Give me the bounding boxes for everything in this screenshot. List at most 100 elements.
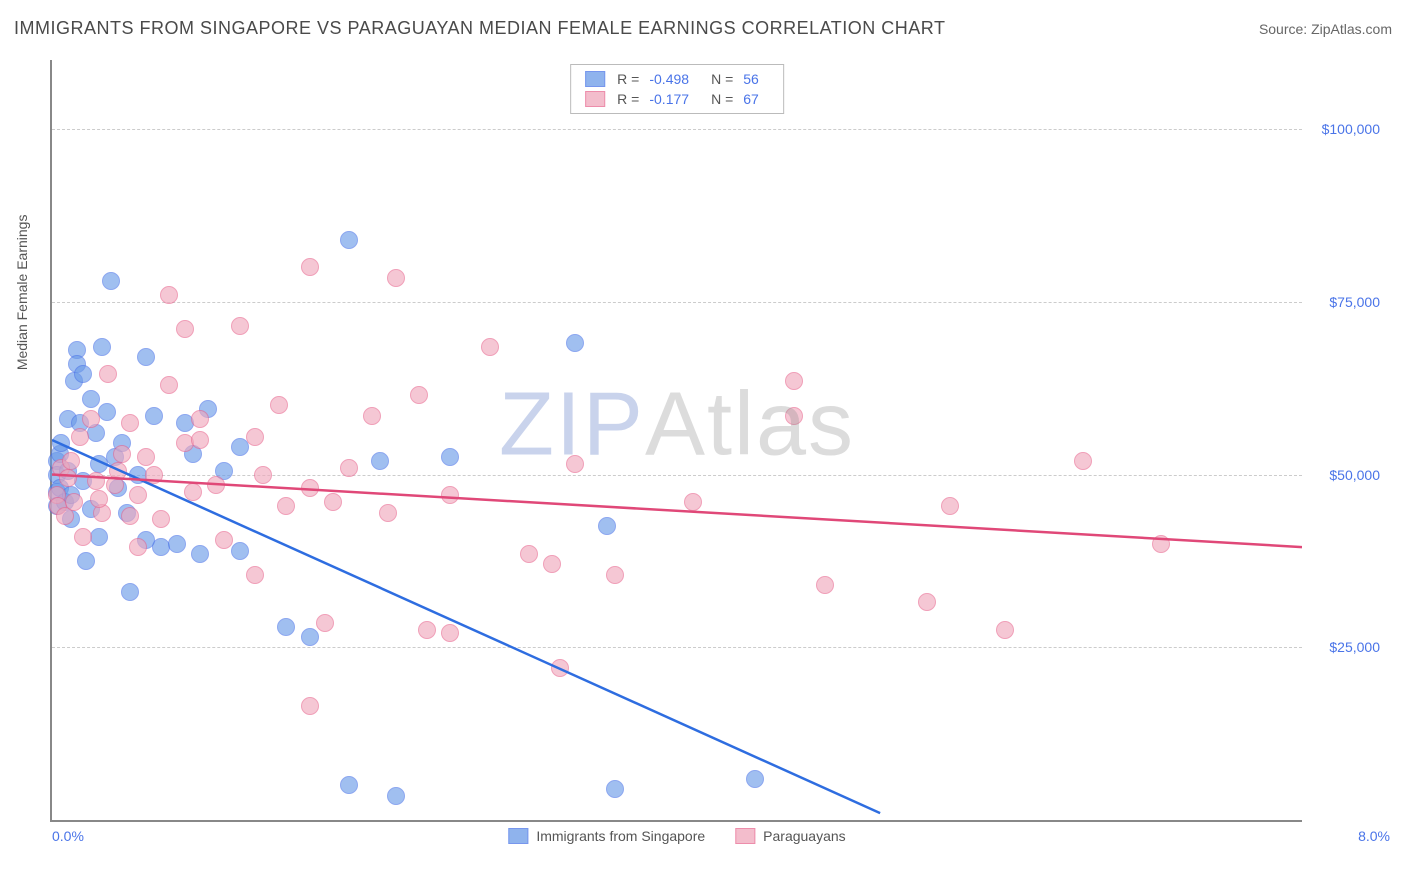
data-point-paraguayans — [246, 428, 264, 446]
chart-area: Median Female Earnings ZIPAtlas R = -0.4… — [50, 60, 1390, 820]
data-point-paraguayans — [129, 538, 147, 556]
data-point-singapore — [93, 338, 111, 356]
legend-row-singapore: R = -0.498 N = 56 — [585, 69, 769, 89]
data-point-paraguayans — [176, 320, 194, 338]
data-point-singapore — [340, 231, 358, 249]
series-legend: Immigrants from Singapore Paraguayans — [508, 828, 845, 844]
data-point-paraguayans — [121, 414, 139, 432]
data-point-singapore — [82, 390, 100, 408]
chart-title: IMMIGRANTS FROM SINGAPORE VS PARAGUAYAN … — [14, 18, 945, 39]
data-point-singapore — [606, 780, 624, 798]
data-point-paraguayans — [277, 497, 295, 515]
source-label: Source: — [1259, 21, 1311, 37]
source-attribution: Source: ZipAtlas.com — [1259, 21, 1392, 37]
r-value-singapore: -0.498 — [649, 71, 689, 87]
data-point-paraguayans — [160, 376, 178, 394]
data-point-paraguayans — [71, 428, 89, 446]
source-value: ZipAtlas.com — [1311, 21, 1392, 37]
data-point-paraguayans — [270, 396, 288, 414]
data-point-paraguayans — [191, 410, 209, 428]
x-tick-max: 8.0% — [1358, 828, 1390, 844]
trend-line-paraguayans — [52, 475, 1302, 548]
data-point-singapore — [52, 434, 70, 452]
data-point-paraguayans — [941, 497, 959, 515]
data-point-paraguayans — [82, 410, 100, 428]
r-label: R = — [617, 91, 639, 107]
data-point-singapore — [231, 438, 249, 456]
legend-row-paraguayans: R = -0.177 N = 67 — [585, 89, 769, 109]
correlation-legend: R = -0.498 N = 56 R = -0.177 N = 67 — [570, 64, 784, 114]
data-point-paraguayans — [316, 614, 334, 632]
trend-line-singapore — [52, 440, 880, 813]
data-point-singapore — [231, 542, 249, 560]
n-value-paraguayans: 67 — [743, 91, 759, 107]
data-point-singapore — [566, 334, 584, 352]
data-point-paraguayans — [90, 490, 108, 508]
data-point-singapore — [387, 787, 405, 805]
y-tick-label: $75,000 — [1310, 294, 1380, 310]
n-value-singapore: 56 — [743, 71, 759, 87]
data-point-paraguayans — [543, 555, 561, 573]
data-point-paraguayans — [152, 510, 170, 528]
data-point-singapore — [277, 618, 295, 636]
plot-region: Median Female Earnings ZIPAtlas R = -0.4… — [50, 60, 1302, 822]
data-point-paraguayans — [160, 286, 178, 304]
data-point-paraguayans — [254, 466, 272, 484]
data-point-paraguayans — [62, 452, 80, 470]
data-point-paraguayans — [301, 697, 319, 715]
swatch-singapore — [508, 828, 528, 844]
data-point-singapore — [102, 272, 120, 290]
data-point-singapore — [301, 628, 319, 646]
data-point-paraguayans — [121, 507, 139, 525]
data-point-paraguayans — [184, 483, 202, 501]
grid-line — [52, 302, 1302, 303]
data-point-singapore — [145, 407, 163, 425]
data-point-paraguayans — [113, 445, 131, 463]
x-tick-min: 0.0% — [52, 828, 84, 844]
data-point-paraguayans — [785, 407, 803, 425]
data-point-paraguayans — [1074, 452, 1092, 470]
r-label: R = — [617, 71, 639, 87]
data-point-paraguayans — [87, 472, 105, 490]
data-point-paraguayans — [301, 258, 319, 276]
data-point-singapore — [137, 348, 155, 366]
data-point-singapore — [98, 403, 116, 421]
swatch-paraguayans — [735, 828, 755, 844]
data-point-singapore — [441, 448, 459, 466]
data-point-paraguayans — [207, 476, 225, 494]
data-point-singapore — [191, 545, 209, 563]
data-point-paraguayans — [109, 462, 127, 480]
data-point-paraguayans — [566, 455, 584, 473]
data-point-paraguayans — [231, 317, 249, 335]
legend-item-paraguayans: Paraguayans — [735, 828, 846, 844]
r-value-paraguayans: -0.177 — [649, 91, 689, 107]
data-point-paraguayans — [816, 576, 834, 594]
data-point-paraguayans — [1152, 535, 1170, 553]
legend-item-singapore: Immigrants from Singapore — [508, 828, 705, 844]
data-point-paraguayans — [191, 431, 209, 449]
n-label: N = — [711, 71, 733, 87]
data-point-singapore — [746, 770, 764, 788]
data-point-paraguayans — [520, 545, 538, 563]
n-label: N = — [711, 91, 733, 107]
data-point-singapore — [77, 552, 95, 570]
data-point-singapore — [90, 455, 108, 473]
y-tick-label: $50,000 — [1310, 467, 1380, 483]
data-point-paraguayans — [59, 469, 77, 487]
data-point-paraguayans — [785, 372, 803, 390]
watermark-atlas: Atlas — [645, 374, 855, 474]
data-point-paraguayans — [74, 528, 92, 546]
grid-line — [52, 475, 1302, 476]
data-point-singapore — [340, 776, 358, 794]
watermark: ZIPAtlas — [499, 373, 855, 476]
grid-line — [52, 647, 1302, 648]
data-point-paraguayans — [606, 566, 624, 584]
data-point-paraguayans — [137, 448, 155, 466]
data-point-paraguayans — [379, 504, 397, 522]
chart-header: IMMIGRANTS FROM SINGAPORE VS PARAGUAYAN … — [14, 18, 1392, 39]
data-point-singapore — [74, 365, 92, 383]
data-point-paraguayans — [441, 624, 459, 642]
data-point-singapore — [598, 517, 616, 535]
data-point-paraguayans — [246, 566, 264, 584]
y-axis-title: Median Female Earnings — [14, 215, 30, 371]
